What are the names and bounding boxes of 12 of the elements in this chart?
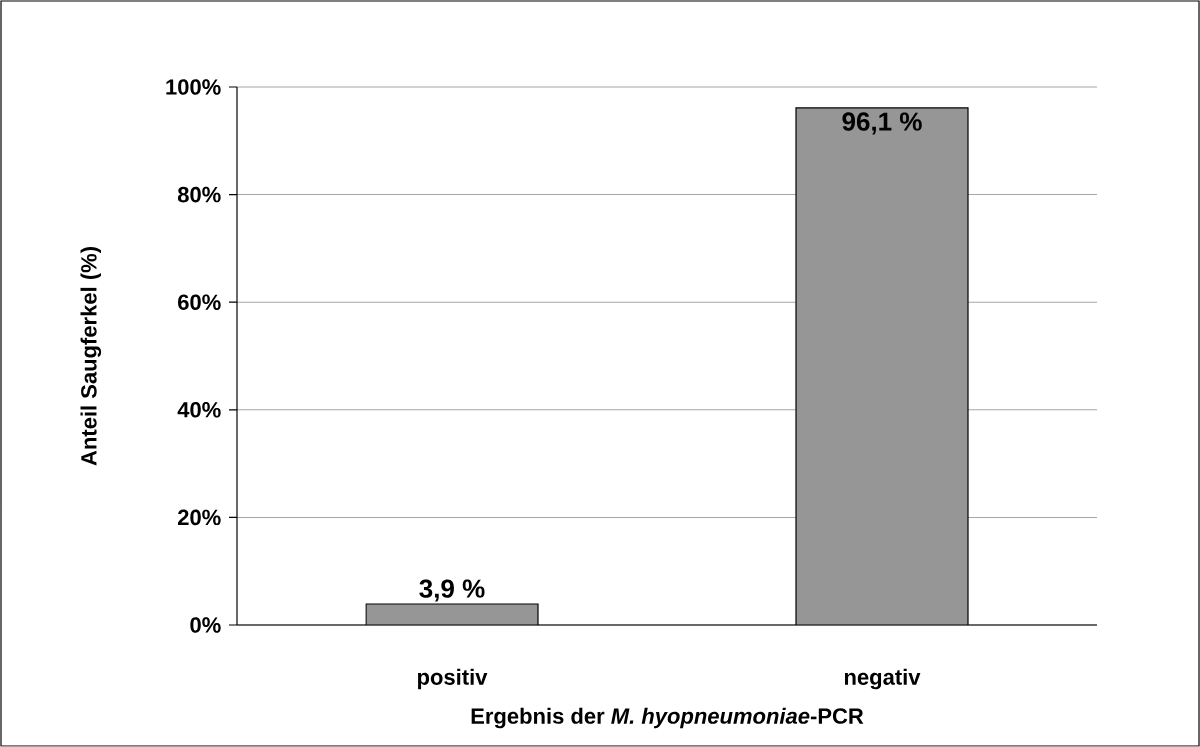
x-tick-label: negativ bbox=[844, 668, 921, 690]
y-tick-label: 20% bbox=[177, 509, 221, 526]
x-axis-title: Ergebnis der M. hyopneumoniae-PCR bbox=[471, 707, 864, 729]
y-tick-label: 40% bbox=[177, 402, 221, 418]
x-tick-label: positiv bbox=[418, 668, 488, 690]
y-tick-label: 0% bbox=[190, 617, 221, 633]
y-tick-label: 80% bbox=[177, 186, 221, 203]
data-label: 3,9 % bbox=[419, 579, 485, 602]
data-label: 96,1 % bbox=[842, 112, 922, 135]
y-tick-label: 60% bbox=[178, 294, 221, 310]
y-axis-title: Anteil Saugferkel (%) bbox=[80, 247, 102, 466]
y-tick-label: 100% bbox=[166, 79, 221, 95]
